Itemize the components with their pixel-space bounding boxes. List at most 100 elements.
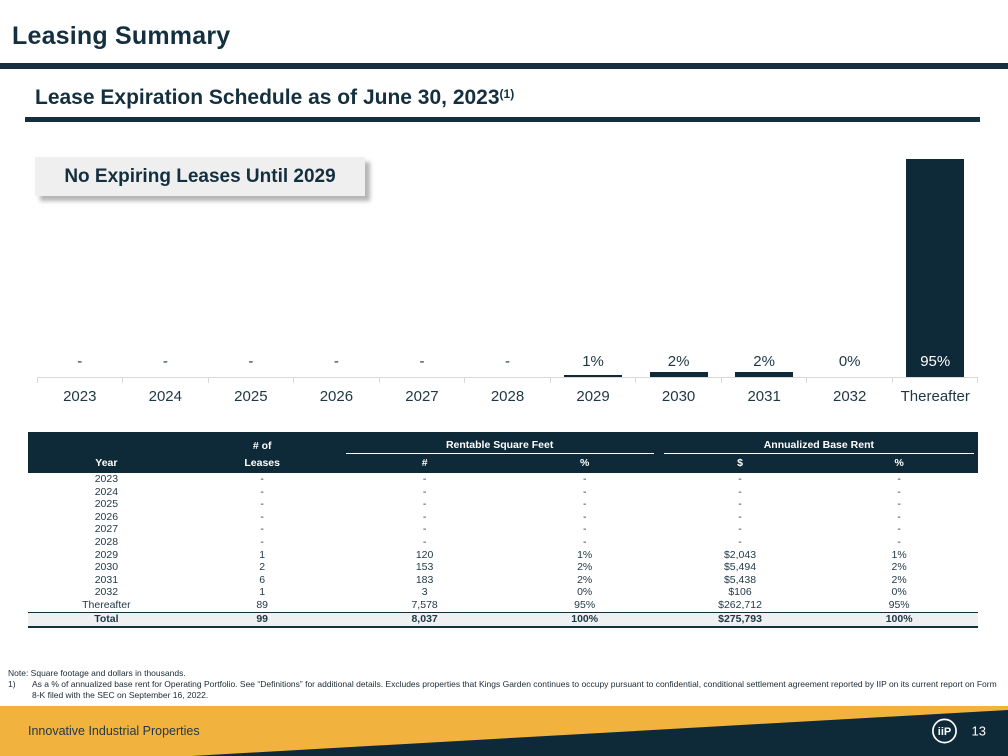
table-cell: - — [738, 535, 742, 548]
axis-tick — [891, 378, 978, 383]
bar-value-label: 0% — [838, 353, 861, 370]
table-cell: $5,494 — [723, 561, 757, 574]
x-axis-label: 2025 — [234, 388, 268, 405]
table-cell: 89 — [256, 598, 269, 611]
bar-2030 — [649, 372, 708, 377]
axis-tick — [720, 378, 806, 383]
footnotes-block: Note: Square footage and dollars in thou… — [8, 668, 1000, 700]
group-header-annualized-base-rent: Annualized Base Rent — [663, 439, 974, 454]
x-axis-label: 2024 — [148, 388, 182, 405]
table-cell: - — [260, 485, 264, 498]
footer-company-name: Innovative Industrial Properties — [28, 724, 200, 738]
table-cell: 7,578 — [411, 598, 438, 611]
section-title-text: Lease Expiration Schedule as of June 30,… — [35, 86, 500, 109]
table-row: 2028 - - - - - — [28, 536, 978, 549]
bar-value-label: - — [162, 353, 168, 370]
axis-tick — [37, 378, 122, 383]
table-cell: 2024 — [94, 485, 119, 498]
table-cell: 2030 — [94, 561, 119, 574]
table-cell: $275,793 — [718, 613, 762, 626]
table-cell: - — [582, 523, 587, 536]
axis-tick — [378, 378, 464, 383]
group-header-leases: # of — [252, 440, 272, 452]
bar-value-label: 1% — [582, 353, 604, 370]
x-axis-label: 2027 — [405, 388, 439, 405]
axis-tick — [207, 378, 293, 383]
bar-value-label: - — [248, 353, 254, 370]
chart-column-2030: 2% — [636, 150, 722, 377]
table-cell: - — [897, 510, 901, 523]
svg-text:iiP: iiP — [937, 726, 950, 738]
table-cell: $5,438 — [723, 573, 757, 586]
table-cell: 2027 — [94, 523, 119, 536]
table-cell: - — [738, 485, 742, 498]
footnote-1-marker: 1) — [8, 679, 16, 690]
callout-box: No Expiring Leases Until 2029 — [35, 157, 365, 196]
chart-x-axis-labels: 2023 2024 2025 2026 2027 2028 2029 2030 2031 2032… — [37, 383, 978, 405]
table-cell: - — [260, 498, 264, 511]
bar-value-label: 95% — [920, 353, 951, 370]
x-axis-label: Thereafter — [900, 388, 970, 405]
table-cell: - — [738, 510, 742, 523]
col-header-rsf-number: # — [421, 457, 428, 469]
table-cell: - — [738, 498, 742, 511]
table-cell: Thereafter — [82, 598, 131, 611]
table-cell: 100% — [885, 613, 913, 626]
table-cell: 2% — [577, 561, 593, 574]
table-cell: 2 — [259, 561, 266, 574]
table-cell: - — [260, 510, 264, 523]
chart-column-2023: - — [37, 150, 123, 377]
table-cell: 153 — [415, 561, 434, 574]
table-row: 2029 1 120 1% $2,043 1% — [28, 549, 978, 562]
bar-value-label: - — [505, 353, 510, 370]
table-cell: 2028 — [94, 535, 119, 548]
chart-column-2031: 2% — [721, 150, 807, 377]
table-row: 2024 - - - - - — [28, 486, 978, 499]
section-title: Lease Expiration Schedule as of June 30,… — [35, 86, 514, 110]
table-row: 2023 - - - - - — [28, 473, 978, 486]
bar-thereafter — [906, 159, 965, 377]
table-cell: - — [897, 485, 901, 498]
axis-tick — [464, 378, 549, 383]
table-cell: 3 — [421, 586, 428, 599]
chart-column-2027: - — [379, 150, 465, 377]
table-cell: $106 — [728, 586, 752, 599]
footnote-marker: (1) — [499, 87, 515, 101]
x-axis-label: 2031 — [747, 388, 781, 405]
bar-value-label: - — [419, 353, 425, 370]
bar-value-label: - — [77, 353, 83, 370]
table-cell: 0% — [891, 586, 907, 599]
table-row: 2027 - - - - - — [28, 523, 978, 536]
table-cell: - — [582, 473, 587, 485]
table-cell: 2% — [891, 573, 907, 586]
axis-tick — [122, 378, 207, 383]
table-cell: 120 — [415, 548, 434, 561]
table-cell: 1 — [259, 548, 266, 561]
chart-column-2024: - — [123, 150, 209, 377]
x-axis-label: 2030 — [661, 388, 696, 405]
table-cell: - — [422, 523, 427, 536]
table-cell: - — [260, 535, 264, 548]
chart-column-2028: - — [465, 150, 551, 377]
table-cell: 2029 — [94, 548, 119, 561]
table-cell: - — [422, 473, 427, 485]
axis-tick — [806, 378, 891, 383]
bar-value-label: 2% — [753, 353, 775, 370]
x-axis-label: 2029 — [576, 388, 610, 405]
table-cell: - — [738, 523, 742, 536]
table-cell: 99 — [256, 613, 269, 626]
lease-expiration-bar-chart: - - - - - -1% 2% 2% 0% 95% 2023 2024 2025 2026 2027 20… — [37, 150, 978, 405]
callout-text: No Expiring Leases Until 2029 — [64, 165, 336, 187]
table-cell: 2025 — [94, 498, 119, 511]
table-cell: 1 — [259, 586, 266, 599]
iip-logo-icon: iiP — [931, 718, 957, 744]
table-cell: 2031 — [94, 573, 119, 586]
table-cell: 2026 — [94, 510, 119, 523]
chart-column-2029: 1% — [550, 150, 636, 377]
col-header-year: Year — [95, 457, 118, 469]
table-cell: - — [897, 473, 901, 485]
table-row: 2025 - - - - - — [28, 498, 978, 511]
footnote-1: 1) As a % of annualized base rent for Op… — [8, 679, 1000, 700]
table-row: 2030 2 153 2% $5,494 2% — [28, 561, 978, 574]
axis-tick — [635, 378, 720, 383]
